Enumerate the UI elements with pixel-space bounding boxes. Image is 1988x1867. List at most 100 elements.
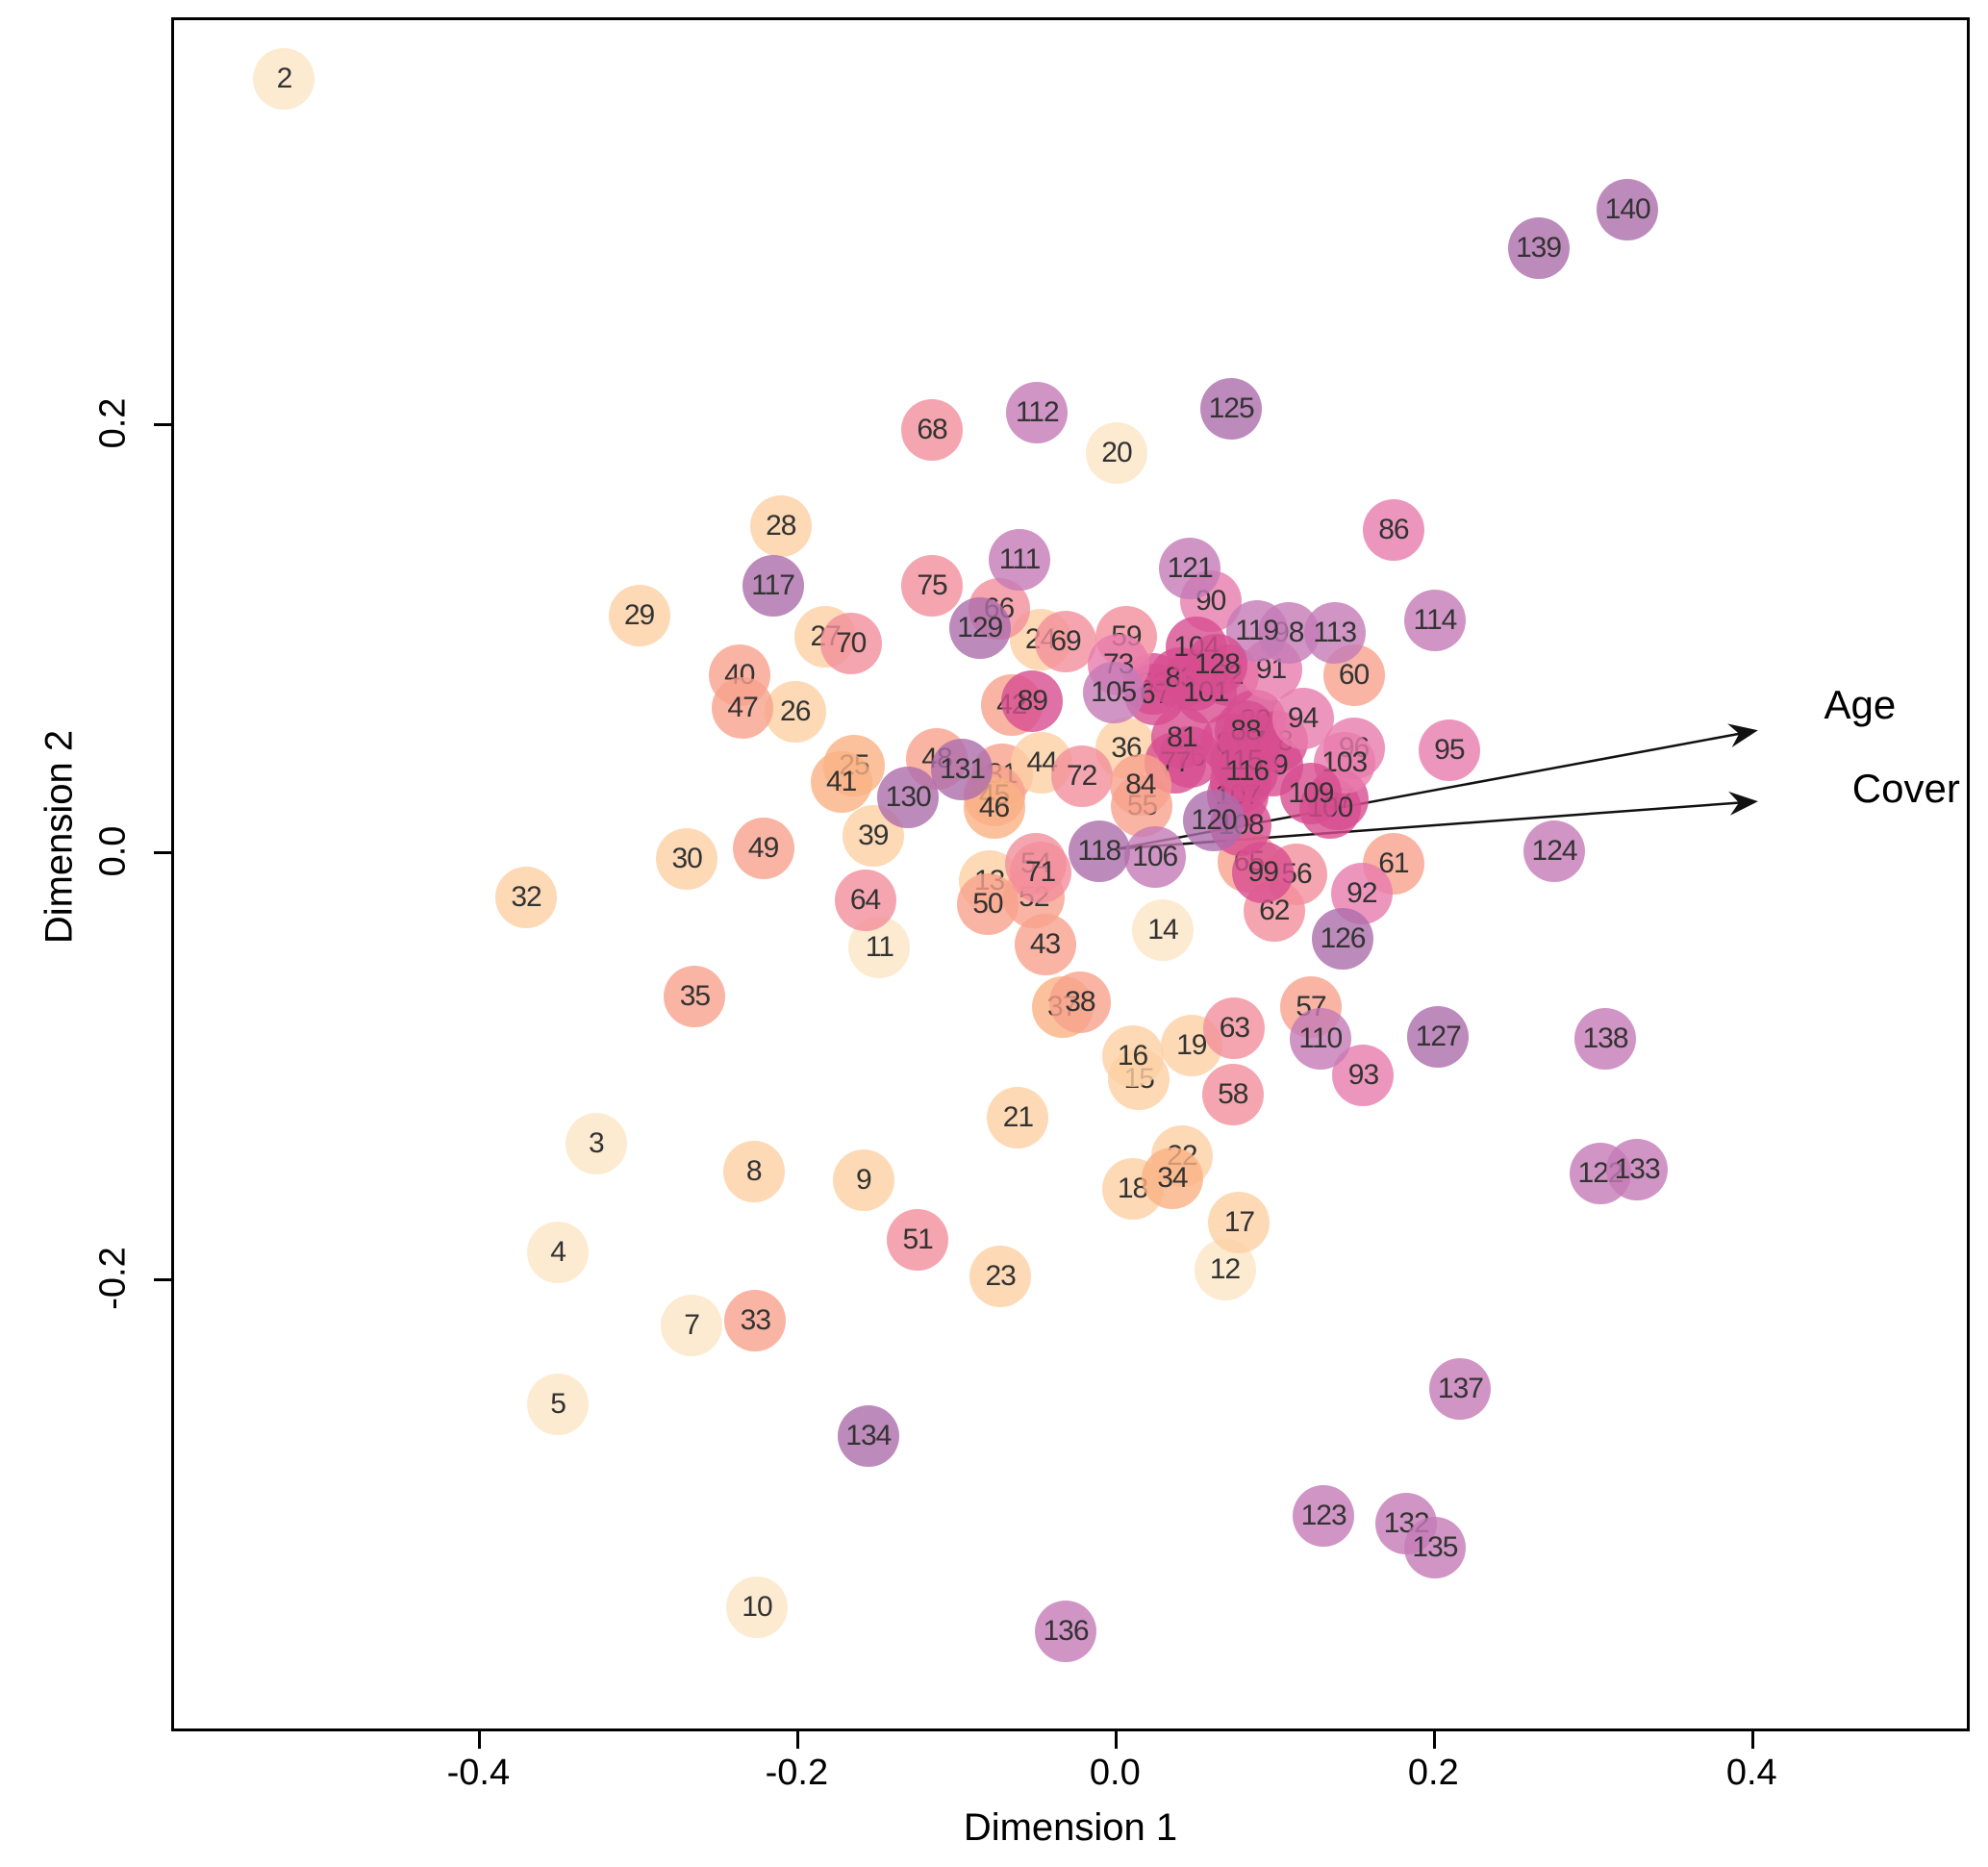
data-point-label: 69 (1050, 624, 1081, 657)
data-point: 75 (901, 555, 964, 618)
data-point-label: 4 (550, 1236, 566, 1269)
data-point-label: 89 (1017, 685, 1048, 718)
data-point: 17 (1208, 1192, 1271, 1254)
data-point: 70 (819, 613, 882, 675)
data-point: 126 (1311, 907, 1373, 970)
data-point-label: 63 (1219, 1011, 1250, 1044)
data-point: 47 (712, 676, 774, 739)
data-point: 133 (1606, 1138, 1669, 1200)
data-point: 137 (1429, 1358, 1492, 1421)
data-point-label: 84 (1125, 768, 1156, 800)
data-point-label: 139 (1515, 231, 1562, 264)
data-point-label: 7 (684, 1308, 700, 1341)
data-point-label: 72 (1066, 759, 1097, 792)
data-point: 23 (969, 1245, 1032, 1307)
x-axis-tick (478, 1731, 482, 1749)
data-point: 129 (948, 597, 1011, 660)
data-point: 111 (989, 529, 1051, 592)
data-point-label: 105 (1091, 676, 1137, 709)
data-point: 29 (608, 585, 670, 647)
data-point-label: 95 (1434, 734, 1465, 767)
data-point-label: 138 (1582, 1022, 1629, 1055)
data-point-label: 35 (679, 979, 711, 1012)
data-point-label: 64 (849, 883, 881, 916)
y-axis-tick (154, 850, 171, 854)
data-point-label: 114 (1413, 603, 1458, 636)
data-point-label: 12 (1209, 1253, 1241, 1286)
data-point: 33 (724, 1290, 787, 1352)
data-point-label: 5 (550, 1388, 566, 1421)
data-point: 7 (661, 1294, 723, 1356)
data-point-label: 92 (1346, 876, 1377, 909)
data-point: 92 (1330, 862, 1393, 924)
data-point: 81 (1150, 706, 1213, 769)
data-point-label: 68 (917, 413, 947, 445)
data-point: 51 (887, 1208, 949, 1271)
data-point: 68 (901, 398, 964, 461)
data-point: 123 (1293, 1484, 1355, 1547)
data-point: 14 (1131, 898, 1194, 961)
data-point: 10 (725, 1577, 788, 1639)
data-point: 95 (1418, 719, 1480, 782)
data-point: 12 (1194, 1239, 1256, 1301)
plot-area (171, 17, 1970, 1731)
data-point-label: 75 (917, 569, 947, 602)
y-axis-tick-label: 0.2 (92, 397, 134, 449)
data-point-label: 60 (1338, 659, 1370, 692)
data-point: 131 (931, 739, 994, 801)
data-point-label: 106 (1132, 841, 1178, 873)
data-point-label: 140 (1604, 192, 1651, 225)
y-axis-tick-label: -0.2 (92, 1247, 134, 1310)
data-point: 38 (1048, 971, 1111, 1034)
data-point-label: 32 (511, 881, 541, 914)
data-point-label: 117 (751, 569, 795, 602)
data-point-label: 112 (1015, 396, 1060, 429)
data-point: 109 (1279, 762, 1342, 824)
data-point: 69 (1035, 610, 1097, 672)
data-point-label: 47 (727, 691, 758, 723)
data-point-label: 49 (747, 832, 779, 865)
data-point-label: 11 (865, 930, 894, 963)
data-point-label: 120 (1191, 804, 1237, 837)
data-point-label: 94 (1287, 701, 1319, 734)
data-point-label: 43 (1029, 928, 1061, 961)
x-axis-tick-label: -0.4 (446, 1753, 511, 1793)
data-point: 128 (1186, 634, 1248, 696)
data-point-label: 126 (1320, 921, 1366, 954)
data-point-label: 137 (1437, 1373, 1484, 1405)
data-point-label: 129 (957, 612, 1003, 644)
data-point: 2 (253, 48, 315, 111)
data-point-label: 39 (858, 820, 889, 851)
data-point-label: 86 (1378, 514, 1409, 546)
x-axis-tick (1115, 1731, 1119, 1749)
data-point-label: 125 (1208, 391, 1255, 424)
x-axis-tick (1433, 1731, 1437, 1749)
data-point-label: 3 (589, 1126, 605, 1159)
data-point: 64 (834, 869, 896, 931)
data-point: 124 (1523, 820, 1586, 882)
data-point-label: 121 (1167, 552, 1214, 585)
x-axis-tick-label: 0.2 (1407, 1753, 1459, 1793)
data-point-label: 10 (742, 1591, 772, 1624)
data-point-label: 70 (835, 627, 867, 660)
age-vector-label: Age (1824, 682, 1897, 728)
data-point-label: 99 (1247, 855, 1279, 888)
data-point-label: 23 (985, 1259, 1016, 1292)
cover-vector-label: Cover (1851, 766, 1960, 812)
data-point-label: 38 (1065, 986, 1095, 1019)
data-point-label: 58 (1218, 1077, 1248, 1110)
x-axis-tick-label: 0.4 (1725, 1753, 1777, 1793)
data-point: 8 (722, 1140, 785, 1202)
data-point-label: 26 (780, 695, 811, 728)
data-point: 71 (1009, 841, 1071, 903)
data-point: 5 (527, 1374, 590, 1436)
data-point: 30 (656, 828, 718, 891)
y-axis-title: Dimension 2 (38, 729, 81, 945)
data-point-label: 113 (1313, 616, 1357, 648)
data-point: 63 (1203, 997, 1266, 1059)
data-point: 16 (1101, 1024, 1164, 1087)
data-point-label: 93 (1347, 1058, 1379, 1091)
data-point: 28 (749, 494, 812, 557)
data-point-label: 127 (1415, 1020, 1462, 1052)
x-axis-title: Dimension 1 (963, 1806, 1178, 1849)
